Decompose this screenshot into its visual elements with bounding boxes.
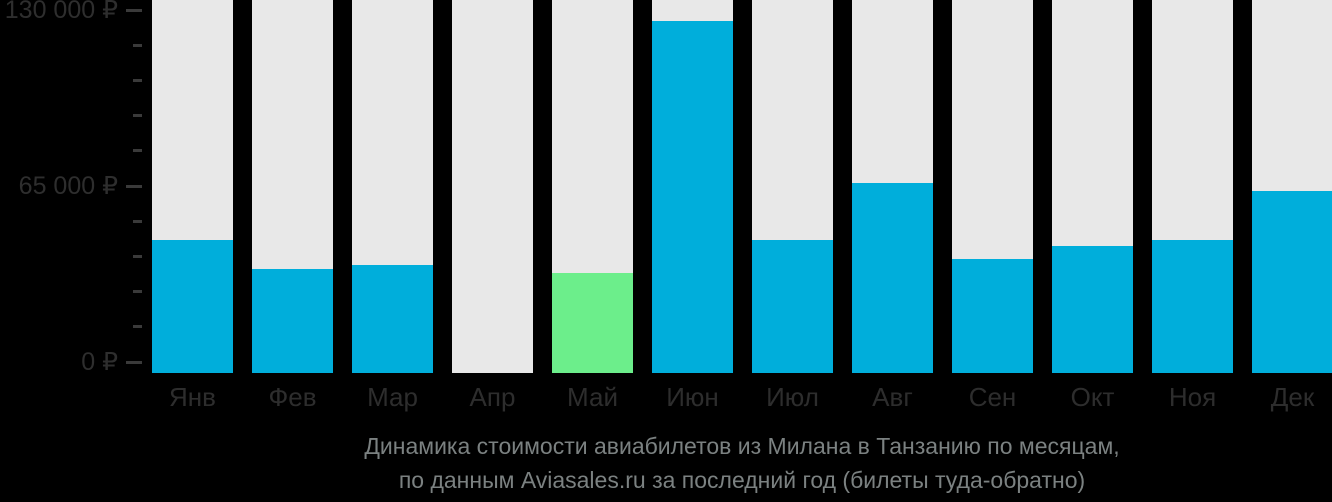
bar-track-Апр	[452, 0, 533, 373]
x-label-Дек: Дек	[1270, 382, 1315, 412]
x-label-Янв: Янв	[169, 382, 216, 412]
bar-track-Авг	[852, 0, 933, 373]
x-label-Авг: Авг	[872, 382, 913, 412]
y-tick-major	[126, 184, 142, 188]
bar-track-Июн	[652, 0, 733, 373]
bar-track-Фев	[252, 0, 333, 373]
x-label-Май: Май	[567, 382, 618, 412]
bar-Авг	[852, 183, 933, 373]
bar-track-Июл	[752, 0, 833, 373]
bar-Сен	[952, 259, 1033, 373]
x-label-Сен: Сен	[968, 382, 1017, 412]
x-label-Ноя: Ноя	[1168, 382, 1217, 412]
x-label-Июн: Июн	[666, 382, 719, 412]
bar-Мар	[352, 264, 433, 373]
bar-Окт	[1052, 245, 1133, 373]
y-tick-label-0: 0 ₽	[81, 348, 118, 376]
x-label-Апр: Апр	[469, 382, 516, 412]
y-tick-minor	[133, 290, 142, 294]
x-label-Фев: Фев	[268, 382, 317, 412]
bar-track-Янв	[152, 0, 233, 373]
y-tick-label-130000: 130 000 ₽	[4, 0, 118, 24]
bar-Июн	[652, 20, 733, 373]
y-tick-minor	[133, 149, 142, 153]
bar-Дек	[1252, 191, 1332, 373]
bar-track-Май	[552, 0, 633, 373]
bar-track-Дек	[1252, 0, 1332, 373]
x-label-Окт: Окт	[1070, 382, 1115, 412]
bar-track-Мар	[352, 0, 433, 373]
y-tick-minor	[133, 219, 142, 223]
bar-track-Ноя	[1152, 0, 1233, 373]
y-tick-minor	[133, 78, 142, 82]
y-tick-major	[126, 8, 142, 12]
y-tick-minor	[133, 254, 142, 258]
caption-line-2: по данным Aviasales.ru за последний год …	[398, 467, 1086, 493]
y-tick-major	[126, 360, 142, 364]
caption-line-1: Динамика стоимости авиабилетов из Милана…	[364, 433, 1120, 459]
bar-track-Окт	[1052, 0, 1133, 373]
y-tick-minor	[133, 43, 142, 47]
bar-Янв	[152, 240, 233, 373]
bar-Фев	[252, 268, 333, 373]
chart-caption: Динамика стоимости авиабилетов из Милана…	[152, 429, 1332, 497]
bar-Май	[552, 272, 633, 373]
y-tick-minor	[133, 325, 142, 329]
y-tick-minor	[133, 114, 142, 118]
bar-Ноя	[1152, 240, 1233, 373]
bar-Июл	[752, 240, 833, 373]
x-label-Мар: Мар	[367, 382, 418, 412]
y-tick-label-65000: 65 000 ₽	[18, 172, 118, 200]
x-label-Июл: Июл	[766, 382, 819, 412]
bar-track-Сен	[952, 0, 1033, 373]
